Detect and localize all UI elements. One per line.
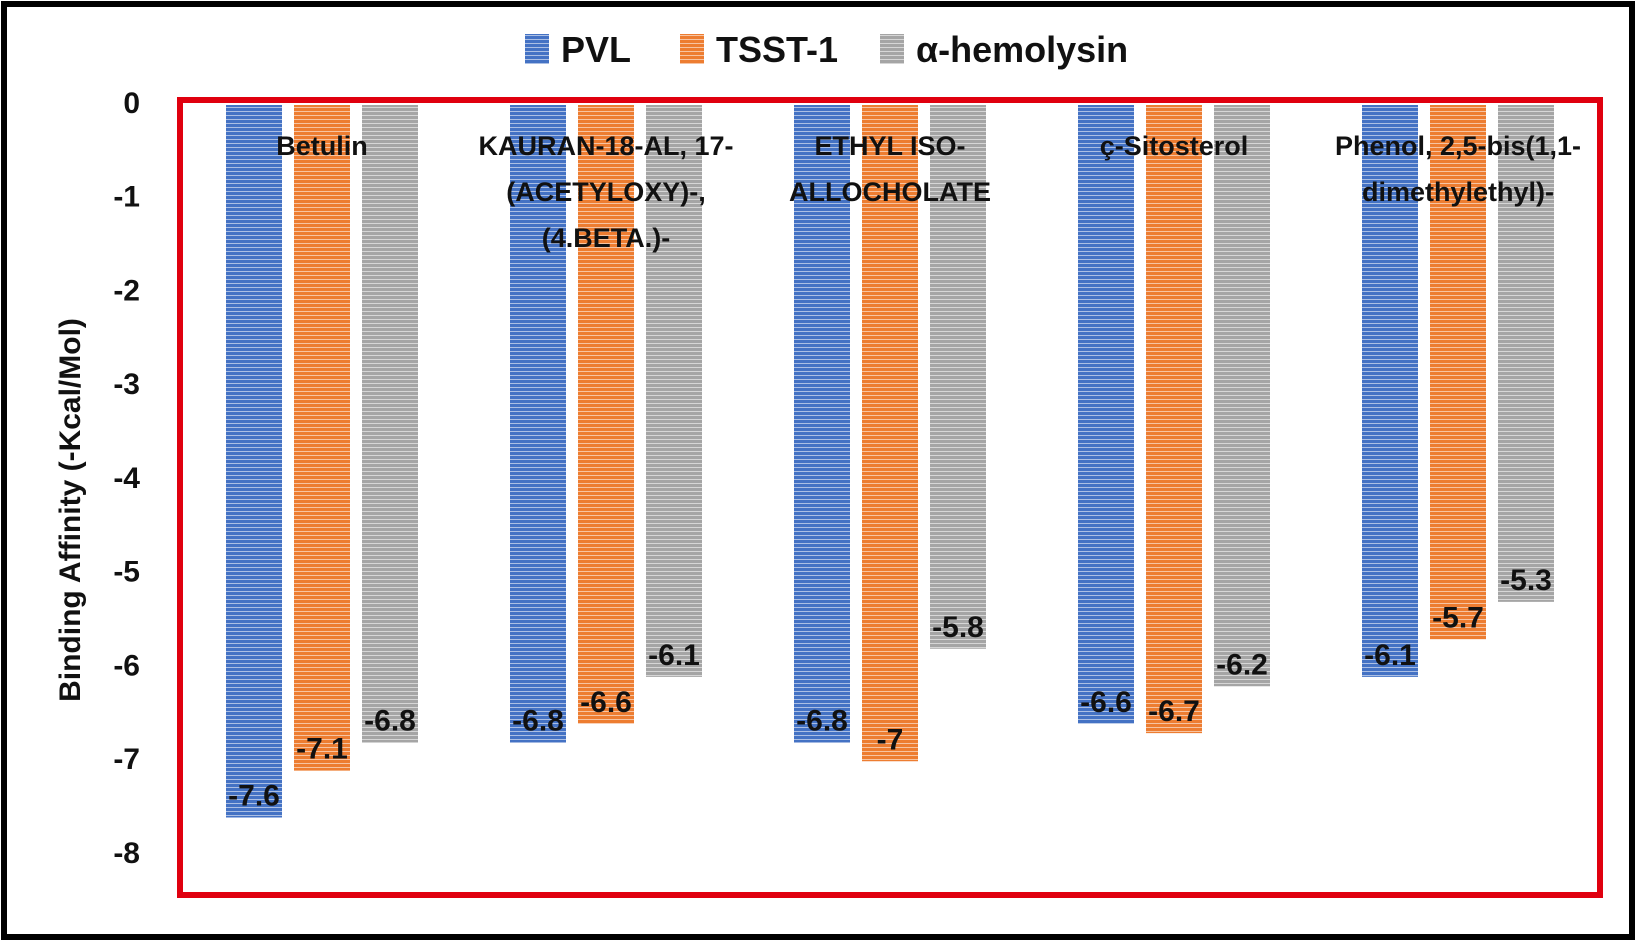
legend-label: PVL [561, 29, 631, 70]
plot-area-border [177, 97, 1603, 898]
data-label: -6.1 [1364, 639, 1416, 672]
data-label: -6.7 [1148, 695, 1200, 728]
y-tick-label: -7 [113, 743, 140, 776]
legend-swatch [680, 34, 704, 64]
bar-pvl-0 [226, 105, 282, 818]
bar-hemolysin-2 [930, 105, 986, 649]
y-tick-label: -2 [113, 274, 140, 307]
legend-swatch [525, 34, 549, 64]
category-label: ç-Sitosterol [1100, 131, 1249, 161]
bar-hemolysin-3 [1214, 105, 1270, 687]
legend-label: TSST-1 [716, 29, 838, 70]
bars [226, 105, 1554, 818]
y-tick-label: -8 [113, 837, 140, 870]
legend-label: α-hemolysin [916, 29, 1128, 70]
data-label: -5.8 [932, 611, 984, 644]
y-axis-ticks: 0 -1 -2 -3 -4 -5 -6 -7 -8 [113, 87, 140, 870]
y-tick-label: -6 [113, 649, 140, 682]
bar-pvl-1 [510, 105, 566, 743]
data-label: -6.8 [512, 705, 564, 738]
data-label: -5.3 [1500, 564, 1552, 597]
bar-tsst1-4 [1430, 105, 1486, 640]
bar-pvl-3 [1078, 105, 1134, 724]
y-tick-label: -3 [113, 368, 140, 401]
y-tick-label: 0 [123, 87, 140, 120]
bar-tsst1-0 [294, 105, 350, 771]
y-tick-label: -4 [113, 462, 140, 495]
category-label: (ACETYLOXY)-, [506, 177, 706, 207]
data-label: -7.6 [228, 780, 280, 813]
category-label: dimethylethyl)- [1362, 177, 1554, 207]
bar-hemolysin-4 [1498, 105, 1554, 602]
bar-tsst1-1 [578, 105, 634, 724]
bar-tsst1-3 [1146, 105, 1202, 734]
bar-pvl-4 [1362, 105, 1418, 677]
data-label: -7.1 [296, 733, 348, 766]
category-label: ETHYL ISO- [814, 131, 965, 161]
bar-hemolysin-1 [646, 105, 702, 677]
data-label: -7 [877, 723, 904, 756]
bar-hemolysin-0 [362, 105, 418, 743]
bar-pvl-2 [794, 105, 850, 743]
category-label: Phenol, 2,5-bis(1,1- [1335, 131, 1581, 161]
legend: PVL TSST-1 α-hemolysin [525, 29, 1128, 70]
bar-tsst1-2 [862, 105, 918, 762]
category-label: (4.BETA.)- [542, 223, 671, 253]
data-label: -6.1 [648, 639, 700, 672]
y-tick-label: -1 [113, 181, 140, 214]
data-label: -6.2 [1216, 648, 1268, 681]
category-label: KAURAN-18-AL, 17- [478, 131, 733, 161]
data-label: -5.7 [1432, 601, 1484, 634]
y-tick-label: -5 [113, 556, 140, 589]
category-label: Betulin [276, 131, 368, 161]
data-label: -6.8 [796, 705, 848, 738]
legend-swatch [880, 34, 904, 64]
data-label: -6.6 [1080, 686, 1132, 719]
category-labels: Betulin KAURAN-18-AL, 17- (ACETYLOXY)-, (4.… [276, 131, 1581, 253]
data-labels: -7.6 -7.1 -6.8 -6.8 -6.6 -6.1 -6.8 -7 -5.8 -6.6 -6… [228, 564, 1552, 813]
category-label: ALLOCHOLATE [789, 177, 991, 207]
data-label: -6.6 [580, 686, 632, 719]
data-label: -6.8 [364, 705, 416, 738]
y-axis-label: Binding Affinity (-Kcal/Mol) [54, 318, 87, 702]
